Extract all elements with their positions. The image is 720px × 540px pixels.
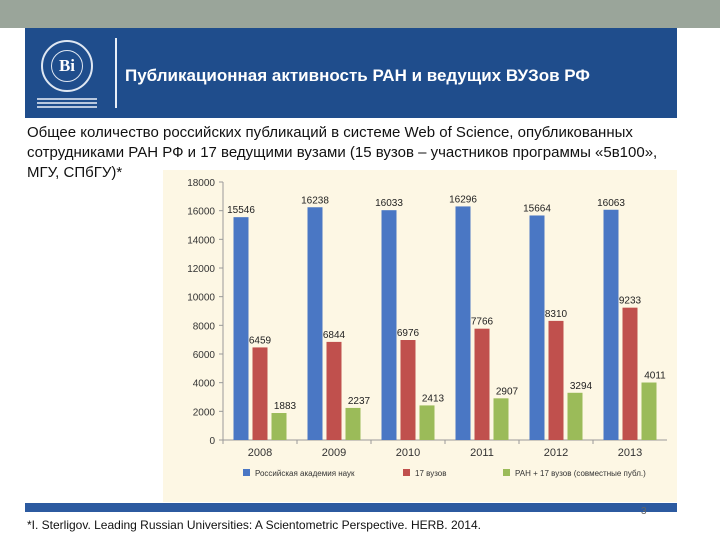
bar-chart: 0 2000 4000 6000 8000 10000 12000 14000 16000 180… [187, 178, 667, 478]
legend-label: Российская академия наук [255, 469, 355, 478]
bar-3-2008 [271, 413, 287, 440]
slide-subtitle: Общее количество российских публикаций в… [27, 124, 658, 181]
y-tick-label: 14000 [187, 235, 215, 246]
legend-label: 17 вузов [415, 469, 446, 478]
bar-2-2013 [622, 307, 638, 440]
data-label: 6844 [323, 330, 346, 341]
bar-2-2009 [326, 341, 342, 440]
bar-1-2012 [529, 215, 545, 440]
bar-2-2011 [474, 328, 490, 440]
x-tick-label: 2009 [322, 447, 346, 459]
y-tick-label: 6000 [193, 350, 216, 361]
bar-3-2013 [641, 382, 657, 440]
top-band [0, 0, 720, 28]
x-tick-label: 2011 [470, 447, 494, 459]
logo-caption-lines [37, 96, 97, 110]
slide-header: Ві Публикационная активность РАН и ведущ… [25, 28, 677, 118]
x-tick-label: 2013 [618, 447, 642, 459]
legend-swatch [503, 469, 510, 476]
y-tick-label: 18000 [187, 178, 215, 189]
bar-2-2010 [400, 340, 416, 440]
data-label: 7766 [471, 317, 494, 328]
data-label: 15546 [227, 205, 255, 216]
bar-3-2012 [567, 392, 583, 440]
bar-3-2011 [493, 398, 509, 440]
legend-label: РАН + 17 вузов (совместные публ.) [515, 469, 646, 478]
header-divider [115, 38, 117, 108]
y-tick-label: 2000 [193, 407, 216, 418]
bar-2-2008 [252, 347, 268, 440]
y-tick-label: 12000 [187, 264, 215, 275]
data-label: 16033 [375, 198, 403, 209]
y-tick-label: 8000 [193, 321, 216, 332]
x-tick-label: 2008 [248, 447, 272, 459]
y-tick-label: 4000 [193, 379, 216, 390]
data-label: 15664 [523, 203, 551, 214]
bar-1-2008 [233, 217, 249, 440]
y-tick-label: 10000 [187, 293, 215, 304]
footer-strip [25, 503, 677, 512]
bar-1-2013 [603, 209, 619, 440]
data-label: 2413 [422, 393, 445, 404]
bar-3-2009 [345, 407, 361, 440]
y-tick-label: 0 [209, 436, 215, 447]
data-label: 6459 [249, 335, 272, 346]
data-label: 16296 [449, 194, 477, 205]
data-label: 2907 [496, 386, 519, 397]
footnote: *I. Sterligov. Leading Russian Universit… [27, 518, 481, 532]
page-number: 3 [641, 506, 647, 517]
data-label: 2237 [348, 396, 371, 407]
bar-1-2011 [455, 206, 471, 440]
data-label: 3294 [570, 381, 593, 392]
slide-title: Публикационная активность РАН и ведущих … [125, 66, 590, 85]
logo-glyph: Ві [51, 50, 83, 82]
data-label: 4011 [644, 371, 666, 382]
data-label: 9233 [619, 296, 642, 307]
bar-1-2009 [307, 207, 323, 440]
y-tick-label: 16000 [187, 207, 215, 218]
data-label: 1883 [274, 401, 297, 412]
bar-2-2012 [548, 320, 564, 440]
data-label: 6976 [397, 328, 420, 339]
legend-swatch [243, 469, 250, 476]
x-tick-label: 2012 [544, 447, 568, 459]
legend-swatch [403, 469, 410, 476]
data-label: 16238 [301, 195, 329, 206]
data-label: 8310 [545, 309, 568, 320]
x-tick-label: 2010 [396, 447, 420, 459]
chart-panel: 0 2000 4000 6000 8000 10000 12000 14000 16000 180… [163, 170, 677, 502]
hse-logo-emblem: Ві [41, 40, 93, 92]
data-label: 16063 [597, 198, 625, 209]
bar-1-2010 [381, 210, 397, 440]
bar-3-2010 [419, 405, 435, 440]
